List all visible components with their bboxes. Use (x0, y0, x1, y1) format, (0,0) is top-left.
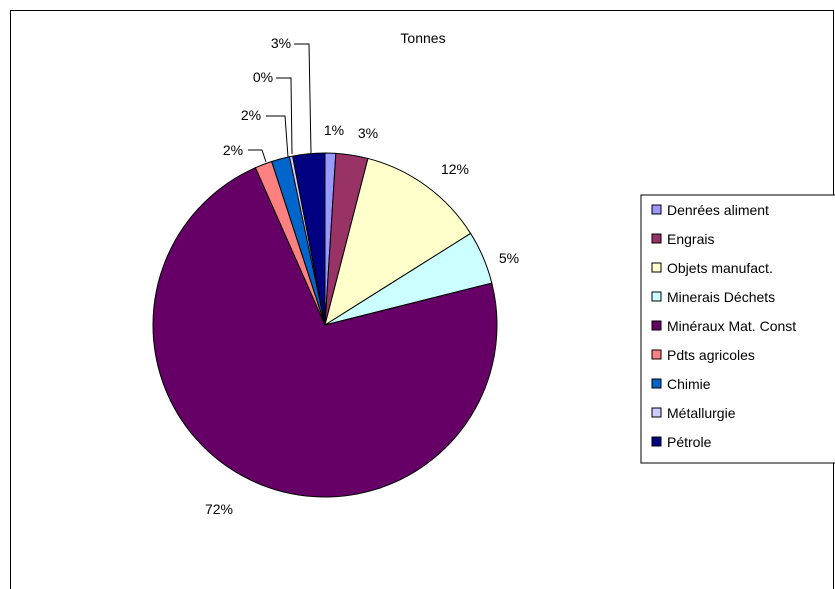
pie-slices (152, 152, 498, 498)
pie-slice (292, 152, 326, 326)
legend-swatch (651, 378, 662, 389)
leader-line (294, 43, 312, 154)
legend-label: Métallurgie (667, 405, 736, 421)
slice-label: 2% (223, 142, 243, 158)
chart-title: Tonnes (400, 30, 445, 46)
legend-swatch (651, 262, 662, 273)
slice-labels: 1% 3% 12% 5% 72% 2% 2% 0% 3% (205, 35, 519, 517)
legend-swatch (651, 233, 662, 244)
legend-label: Minéraux Mat. Const (667, 318, 796, 334)
legend-label: Pdts agricoles (667, 347, 755, 363)
slice-label: 0% (253, 69, 273, 85)
leader-line (266, 115, 289, 158)
legend-swatch (651, 291, 662, 302)
legend-swatch (651, 320, 662, 331)
legend: Denrées aliment Engrais Objets manufact. Mi… (640, 194, 835, 464)
pie-slice (324, 157, 472, 327)
leader-lines (248, 43, 312, 163)
leader-line (276, 77, 293, 155)
legend-label: Pétrole (667, 434, 712, 450)
legend-box (640, 194, 835, 464)
slice-label: 3% (358, 125, 378, 141)
slice-label: 12% (441, 161, 469, 177)
legend-label: Objets manufact. (667, 260, 773, 276)
slice-label: 72% (205, 501, 233, 517)
leader-line (248, 149, 267, 163)
legend-label: Engrais (667, 231, 714, 247)
legend-swatch (651, 349, 662, 360)
slice-label: 1% (324, 122, 344, 138)
legend-swatch (651, 436, 662, 447)
legend-swatch (651, 407, 662, 418)
pie-slice (152, 167, 498, 498)
legend-label: Chimie (667, 376, 711, 392)
slice-label: 3% (271, 35, 291, 51)
slice-label: 5% (499, 250, 519, 266)
legend-swatch (651, 204, 662, 215)
legend-label: Minerais Déchets (667, 289, 775, 305)
legend-label: Denrées aliment (667, 202, 769, 218)
slice-label: 2% (241, 107, 261, 123)
